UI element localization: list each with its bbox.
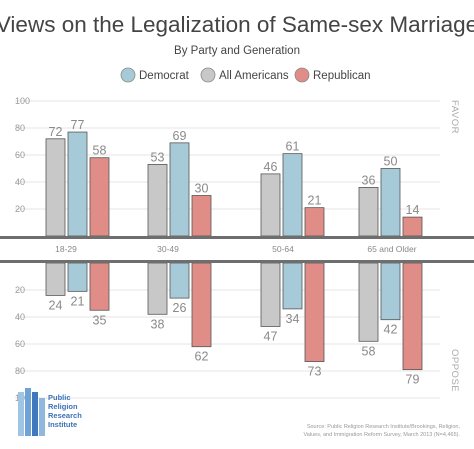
chart-title: Views on the Legalization of Same-sex Ma… xyxy=(0,12,474,37)
data-label: 38 xyxy=(151,317,165,331)
data-label: 14 xyxy=(406,203,420,217)
legend-marker xyxy=(120,67,136,83)
category-label: 18-29 xyxy=(55,244,77,254)
bar-favor xyxy=(191,195,212,237)
oppose-axis-label: OPPOSE xyxy=(449,349,460,392)
legend: Democrat All Americans Republican xyxy=(120,67,371,83)
data-label: 26 xyxy=(173,301,187,315)
data-label: 58 xyxy=(93,144,107,158)
bar-favor xyxy=(147,164,168,237)
bar-oppose xyxy=(45,262,66,296)
logo-text: Religion xyxy=(48,402,78,411)
y-tick-label: 80 xyxy=(15,123,25,133)
y-tick-label: 100 xyxy=(15,96,30,106)
value-labels: 72 24 77 21 58 35 53 38 69 26 30 62 46 47 61 34 21 73 36 58… xyxy=(49,118,420,387)
data-label: 36 xyxy=(362,173,376,187)
logo: Public Religion Research Institute xyxy=(18,388,82,436)
category-label: 30-49 xyxy=(157,244,179,254)
bar-oppose xyxy=(147,262,168,315)
bar-oppose xyxy=(304,262,325,362)
category-labels: 18-29 30-49 50-64 65 and Older xyxy=(55,244,417,254)
data-label: 73 xyxy=(308,365,322,379)
y-tick-label: 40 xyxy=(15,312,25,322)
chart-subtitle: By Party and Generation xyxy=(174,45,300,57)
bar-oppose xyxy=(380,262,401,321)
band-strip xyxy=(0,239,474,260)
y-tick-label: 40 xyxy=(15,177,25,187)
data-label: 35 xyxy=(93,313,107,327)
bar-oppose xyxy=(358,262,379,342)
data-label: 53 xyxy=(151,150,165,164)
legend-label: Republican xyxy=(313,70,371,82)
bar-favor xyxy=(89,157,110,237)
source-note: Values, and Immigration Reform Survey, M… xyxy=(304,432,461,438)
bar-oppose xyxy=(89,262,110,311)
data-label: 42 xyxy=(384,323,398,337)
data-label: 46 xyxy=(264,160,278,174)
source-note: Source: Public Religion Research Institu… xyxy=(307,424,461,430)
data-label: 77 xyxy=(71,118,85,132)
bar-favor xyxy=(358,186,379,237)
bar-oppose xyxy=(169,262,190,299)
logo-text: Research xyxy=(48,411,82,420)
legend-label: All Americans xyxy=(219,70,289,82)
data-label: 34 xyxy=(286,312,300,326)
category-band xyxy=(0,236,474,263)
logo-mark xyxy=(18,392,24,436)
bar-favor xyxy=(282,153,303,237)
data-label: 30 xyxy=(195,182,209,196)
legend-label: Democrat xyxy=(139,70,190,82)
data-label: 50 xyxy=(384,155,398,169)
data-label: 58 xyxy=(362,344,376,358)
data-label: 62 xyxy=(195,350,209,364)
logo-text: Institute xyxy=(48,420,77,429)
bars xyxy=(45,131,423,371)
category-label: 65 and Older xyxy=(367,244,416,254)
bar-favor xyxy=(380,168,401,237)
category-label: 50-64 xyxy=(272,244,294,254)
bar-favor xyxy=(402,216,423,237)
y-tick-label: 80 xyxy=(15,366,25,376)
bar-oppose xyxy=(402,262,423,371)
data-label: 61 xyxy=(286,140,300,154)
y-tick-label: 60 xyxy=(15,339,25,349)
data-label: 72 xyxy=(49,125,63,139)
data-label: 21 xyxy=(71,294,85,308)
data-label: 47 xyxy=(264,329,278,343)
logo-text: Public xyxy=(48,393,71,402)
y-tick-label: 20 xyxy=(15,285,25,295)
bar-oppose xyxy=(67,262,88,292)
bar-favor xyxy=(45,138,66,237)
legend-marker xyxy=(200,67,216,83)
logo-mark xyxy=(25,388,31,436)
bar-oppose xyxy=(260,262,281,327)
bar-oppose xyxy=(282,262,303,310)
favor-axis-label: FAVOR xyxy=(449,100,460,134)
logo-mark xyxy=(32,392,38,436)
data-label: 21 xyxy=(308,194,322,208)
bar-favor xyxy=(169,142,190,237)
data-label: 79 xyxy=(406,373,420,387)
bar-oppose xyxy=(191,262,212,348)
legend-marker xyxy=(294,67,310,83)
data-label: 24 xyxy=(49,298,63,312)
bar-favor xyxy=(260,173,281,237)
y-tick-label: 20 xyxy=(15,204,25,214)
y-tick-label: 60 xyxy=(15,150,25,160)
data-label: 69 xyxy=(173,129,187,143)
bar-favor xyxy=(304,207,325,237)
logo-mark xyxy=(39,398,45,436)
bar-favor xyxy=(67,131,88,237)
